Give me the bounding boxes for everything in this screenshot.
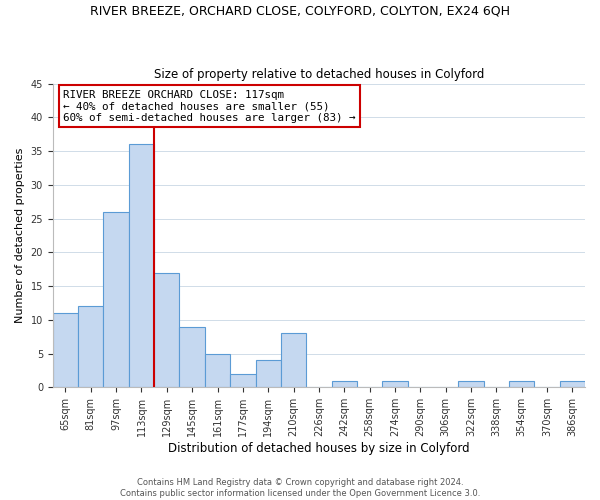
X-axis label: Distribution of detached houses by size in Colyford: Distribution of detached houses by size …	[168, 442, 470, 455]
Bar	[129, 144, 154, 388]
Bar	[230, 374, 256, 388]
Bar	[53, 313, 78, 388]
Bar	[205, 354, 230, 388]
Bar	[458, 380, 484, 388]
Bar	[382, 380, 407, 388]
Bar	[560, 380, 585, 388]
Bar	[103, 212, 129, 388]
Title: Size of property relative to detached houses in Colyford: Size of property relative to detached ho…	[154, 68, 484, 81]
Bar	[509, 380, 535, 388]
Text: Contains HM Land Registry data © Crown copyright and database right 2024.
Contai: Contains HM Land Registry data © Crown c…	[120, 478, 480, 498]
Text: RIVER BREEZE, ORCHARD CLOSE, COLYFORD, COLYTON, EX24 6QH: RIVER BREEZE, ORCHARD CLOSE, COLYFORD, C…	[90, 5, 510, 18]
Bar	[332, 380, 357, 388]
Bar	[179, 326, 205, 388]
Y-axis label: Number of detached properties: Number of detached properties	[15, 148, 25, 323]
Bar	[256, 360, 281, 388]
Bar	[154, 272, 179, 388]
Bar	[78, 306, 103, 388]
Text: RIVER BREEZE ORCHARD CLOSE: 117sqm
← 40% of detached houses are smaller (55)
60%: RIVER BREEZE ORCHARD CLOSE: 117sqm ← 40%…	[64, 90, 356, 123]
Bar	[281, 334, 306, 388]
